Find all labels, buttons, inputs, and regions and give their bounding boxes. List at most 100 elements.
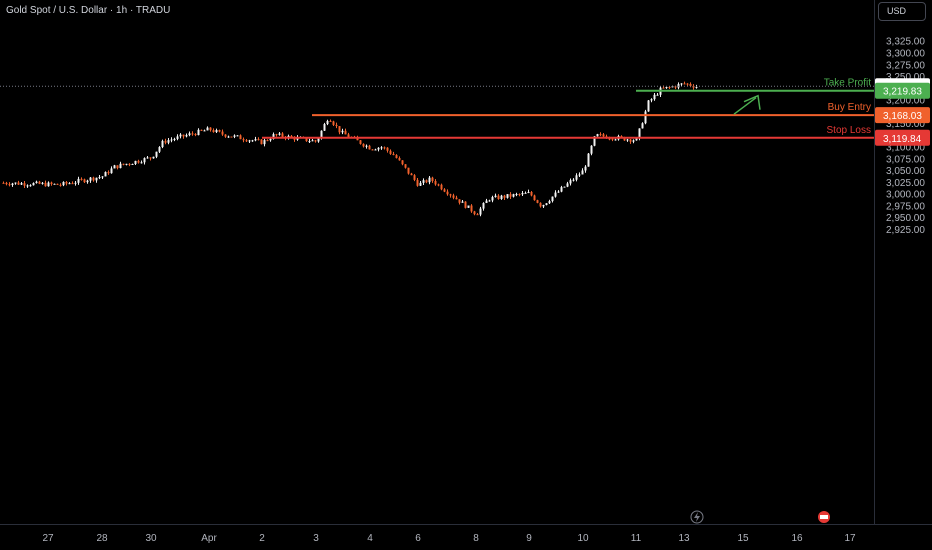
candle-body — [629, 139, 632, 142]
candle-body — [539, 202, 542, 207]
candle — [527, 189, 530, 194]
candle — [497, 194, 500, 200]
candle-body — [164, 140, 167, 143]
level-price-tag — [875, 129, 930, 146]
candle-body — [638, 128, 641, 139]
candle — [476, 213, 479, 216]
candle — [152, 156, 155, 159]
candle — [542, 204, 545, 209]
candle-body — [650, 99, 653, 101]
candle-body — [65, 181, 68, 184]
candle-body — [554, 192, 557, 197]
level-price-label: 3,119.84 — [883, 134, 922, 145]
candle-body — [416, 179, 419, 186]
candle — [566, 181, 569, 188]
candle-body — [566, 183, 569, 187]
candle-body — [47, 182, 50, 187]
currency-button[interactable]: USD — [878, 2, 926, 21]
y-tick-label: 3,000.00 — [886, 190, 925, 201]
candle-body — [161, 140, 164, 148]
candle-body — [626, 139, 629, 141]
candle-body — [620, 136, 623, 138]
flag-icon-mark — [820, 515, 828, 519]
candle-body — [668, 86, 671, 88]
candle-body — [182, 134, 185, 137]
candle — [245, 138, 248, 142]
candle — [89, 176, 92, 183]
candle — [509, 192, 512, 200]
candle-body — [188, 133, 191, 136]
candle — [428, 176, 431, 185]
candle — [371, 149, 374, 151]
candle-body — [209, 127, 212, 131]
candle-body — [173, 138, 176, 140]
x-tick-label: 16 — [791, 533, 803, 544]
candle — [629, 138, 632, 144]
y-tick-label: 2,975.00 — [886, 201, 925, 212]
candle-body — [242, 139, 245, 141]
level-price-tag — [875, 82, 930, 99]
candle-body — [587, 153, 590, 167]
candle-body — [122, 163, 125, 165]
candle-body — [119, 163, 122, 169]
candle — [29, 184, 32, 187]
y-tick-label: 3,250.00 — [886, 72, 925, 83]
y-tick-label: 3,200.00 — [886, 96, 925, 107]
candle — [170, 137, 173, 143]
candle — [416, 178, 419, 187]
y-tick-label: 3,275.00 — [886, 60, 925, 71]
candle — [257, 137, 260, 141]
x-tick-label: 3 — [313, 533, 319, 544]
candle — [167, 137, 170, 145]
candle-body — [644, 111, 647, 124]
x-tick-label: 30 — [145, 533, 157, 544]
candle-body — [212, 130, 215, 133]
candle — [206, 126, 209, 131]
candle-body — [56, 183, 59, 185]
candle — [248, 139, 251, 144]
candle-body — [35, 181, 38, 184]
candle-body — [476, 214, 479, 216]
candle — [23, 180, 26, 188]
candle-body — [68, 183, 71, 185]
candle — [467, 205, 470, 208]
candle — [455, 195, 458, 200]
candle — [227, 135, 230, 138]
candle — [644, 109, 647, 125]
candle — [452, 193, 455, 200]
candle-body — [695, 86, 698, 88]
candle-body — [11, 183, 14, 186]
candle — [560, 185, 563, 193]
candle-body — [317, 138, 320, 142]
x-tick-label: 13 — [678, 533, 690, 544]
candle — [518, 193, 521, 197]
candle-body — [8, 184, 11, 186]
candle — [65, 180, 68, 186]
flag-icon — [818, 511, 830, 523]
target-arrow-head — [743, 94, 761, 110]
candle-body — [515, 194, 518, 196]
candle-body — [116, 165, 119, 169]
candle-body — [674, 86, 677, 88]
candle-body — [347, 134, 350, 138]
candle — [95, 177, 98, 183]
candle-body — [71, 183, 74, 185]
candle-body — [560, 187, 563, 192]
target-arrow-shaft — [733, 97, 757, 115]
candle — [278, 132, 281, 136]
candle — [92, 176, 95, 182]
candle — [686, 83, 689, 86]
candle-body — [197, 129, 200, 136]
candle — [212, 128, 215, 133]
candle-body — [215, 130, 218, 133]
candle-body — [578, 174, 581, 176]
candle — [344, 128, 347, 135]
candle-body — [611, 138, 614, 140]
candle — [251, 139, 254, 142]
candle — [383, 146, 386, 150]
candle — [161, 139, 164, 149]
candle-body — [380, 147, 383, 149]
candle — [395, 154, 398, 159]
candle-body — [23, 183, 26, 186]
